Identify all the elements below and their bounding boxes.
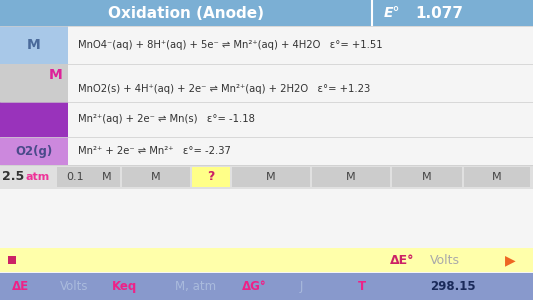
Text: ΔG°: ΔG° xyxy=(242,280,266,293)
Bar xyxy=(57,167,120,187)
Bar xyxy=(464,167,530,187)
Text: E°: E° xyxy=(384,6,400,20)
Text: 298.15: 298.15 xyxy=(430,280,475,293)
Text: 2.5: 2.5 xyxy=(2,170,24,184)
Text: MnO4⁻(aq) + 8H⁺(aq) + 5e⁻ ⇌ Mn²⁺(aq) + 4H2O   ε°= +1.51: MnO4⁻(aq) + 8H⁺(aq) + 5e⁻ ⇌ Mn²⁺(aq) + 4… xyxy=(78,40,383,50)
Text: M: M xyxy=(49,68,62,82)
Bar xyxy=(0,102,68,137)
Text: ▶: ▶ xyxy=(505,253,515,267)
Text: M: M xyxy=(27,38,41,52)
Bar xyxy=(312,167,390,187)
Text: 0.1: 0.1 xyxy=(66,172,84,182)
Text: M: M xyxy=(102,172,112,182)
Text: M: M xyxy=(492,172,502,182)
Text: M: M xyxy=(346,172,356,182)
Bar xyxy=(122,167,190,187)
Text: M: M xyxy=(151,172,161,182)
Bar xyxy=(0,0,533,26)
Bar xyxy=(8,256,16,264)
Text: M: M xyxy=(422,172,432,182)
Text: M: M xyxy=(266,172,276,182)
Bar xyxy=(0,137,68,165)
Text: T: T xyxy=(358,280,366,293)
Bar xyxy=(0,26,68,64)
Bar xyxy=(0,64,68,102)
Bar xyxy=(0,165,533,189)
Text: Mn²⁺ + 2e⁻ ⇌ Mn²⁺   ε°= -2.37: Mn²⁺ + 2e⁻ ⇌ Mn²⁺ ε°= -2.37 xyxy=(78,146,231,156)
Text: Volts: Volts xyxy=(60,280,88,293)
Text: Oxidation (Anode): Oxidation (Anode) xyxy=(108,5,264,20)
Bar xyxy=(192,167,230,187)
Text: atm: atm xyxy=(26,172,50,182)
Text: ΔE: ΔE xyxy=(12,280,29,293)
Bar xyxy=(392,167,462,187)
Text: O2(g): O2(g) xyxy=(15,145,53,158)
Text: Mn²⁺(aq) + 2e⁻ ⇌ Mn(s)   ε°= -1.18: Mn²⁺(aq) + 2e⁻ ⇌ Mn(s) ε°= -1.18 xyxy=(78,115,255,124)
Bar xyxy=(0,273,533,300)
Bar xyxy=(232,167,310,187)
Bar xyxy=(0,248,533,272)
Text: 1.077: 1.077 xyxy=(415,5,463,20)
Text: M, atm: M, atm xyxy=(175,280,216,293)
Text: Keq: Keq xyxy=(112,280,138,293)
Text: ?: ? xyxy=(207,170,215,184)
Text: Volts: Volts xyxy=(430,254,460,266)
Text: MnO2(s) + 4H⁺(aq) + 2e⁻ ⇌ Mn²⁺(aq) + 2H2O   ε°= +1.23: MnO2(s) + 4H⁺(aq) + 2e⁻ ⇌ Mn²⁺(aq) + 2H2… xyxy=(78,84,370,94)
Text: ΔE°: ΔE° xyxy=(390,254,415,266)
Text: J: J xyxy=(300,280,303,293)
